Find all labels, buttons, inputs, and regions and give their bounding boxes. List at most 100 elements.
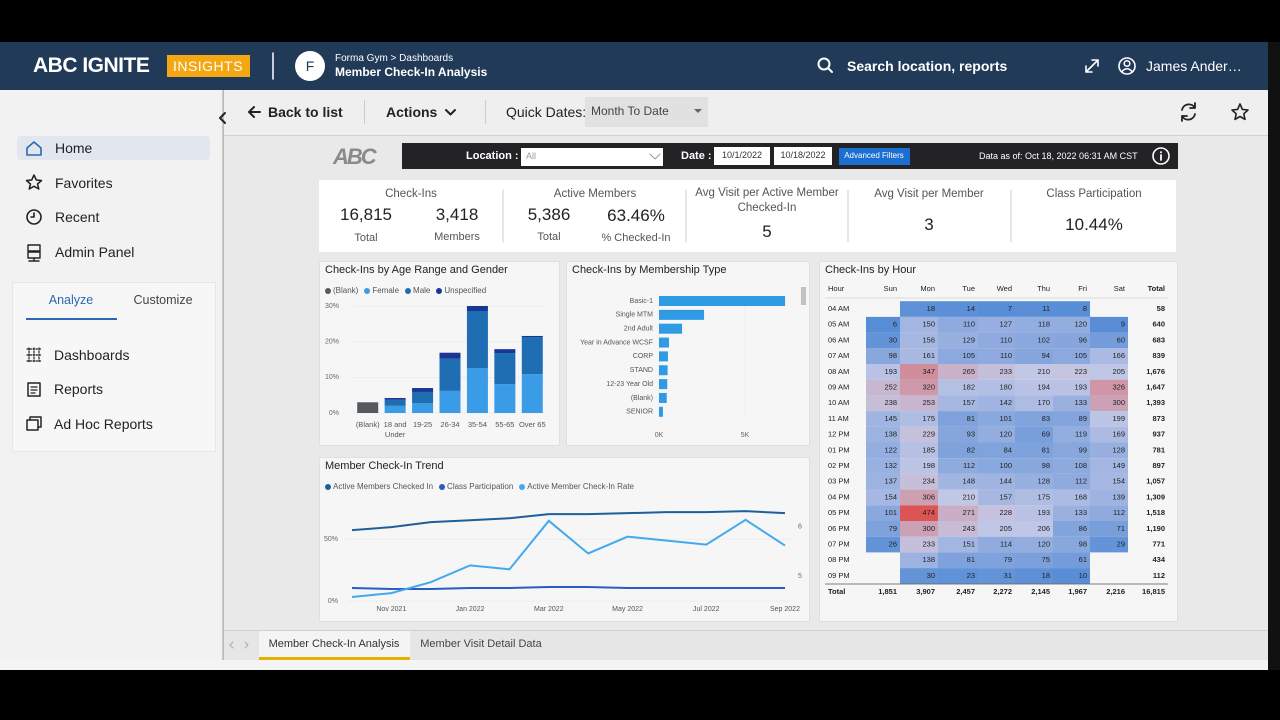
heat-cell <box>1015 489 1053 506</box>
panel <box>319 457 810 622</box>
heat-cell <box>1015 442 1053 459</box>
nav-item[interactable]: Favorites <box>55 174 113 191</box>
legend-item[interactable]: Unspecified <box>436 285 486 297</box>
sidebar-tab[interactable]: Analyze <box>48 292 94 307</box>
table-cell: 98 <box>1042 461 1050 470</box>
bar-segment <box>412 391 434 404</box>
report-logo: ABC <box>333 143 377 169</box>
heat-cell <box>900 364 938 380</box>
y-tick-label: Basic-1 <box>630 298 653 305</box>
chart-title: Check-Ins by Age Range and Gender <box>325 263 508 276</box>
active-tab[interactable] <box>259 631 410 660</box>
nav-item[interactable]: Home <box>55 139 93 156</box>
home-highlight[interactable] <box>17 136 210 160</box>
kpi-strip <box>319 180 1176 252</box>
breadcrumb[interactable]: Forma Gym > Dashboards <box>335 52 454 64</box>
table-cell: 238 <box>884 398 897 407</box>
advanced-filters[interactable]: Advanced Filters <box>844 150 904 160</box>
heat-cell <box>1015 521 1053 537</box>
table-cell: 229 <box>922 430 935 439</box>
y-tick-label: Single MTM <box>616 312 654 319</box>
table-cell: 142 <box>999 398 1012 407</box>
table-cell: 101 <box>999 414 1012 423</box>
heat-cell <box>1015 568 1053 584</box>
heat-cell <box>978 521 1015 537</box>
table-cell: 168 <box>1074 492 1087 501</box>
x-tick-label: 35-54 <box>467 420 488 429</box>
heat-cell <box>1090 364 1128 380</box>
kpi-value: 63.46% <box>607 205 665 225</box>
table-cell: 300 <box>922 524 935 533</box>
quick-dates-value[interactable]: Month To Date <box>591 104 669 119</box>
location-value[interactable]: All <box>526 151 537 162</box>
kpi-sublabel: Members <box>434 230 480 243</box>
legend-item[interactable]: Female <box>364 285 399 297</box>
nav-item[interactable]: Dashboards <box>54 346 130 363</box>
row-header: 06 PM <box>828 524 850 533</box>
legend-item[interactable]: Active Members Checked In <box>325 481 433 493</box>
heat-cell <box>1090 426 1128 443</box>
table-cell: 1,393 <box>1146 398 1165 407</box>
legend-item[interactable]: Class Participation <box>439 481 513 493</box>
kpi-value: 10.44% <box>1065 214 1123 234</box>
heat-cell <box>1090 348 1128 364</box>
heat-cell <box>1090 379 1128 396</box>
heat-cell <box>938 568 978 584</box>
advanced-filters-button[interactable] <box>839 148 910 165</box>
heat-cell <box>900 442 938 459</box>
y-tick-label: 2nd Adult <box>624 326 653 333</box>
date-from-box[interactable] <box>714 147 770 165</box>
heat-cell <box>866 364 900 380</box>
heat-cell <box>1015 552 1053 569</box>
date-to-box[interactable] <box>774 147 832 165</box>
bar <box>659 337 669 348</box>
report-tab[interactable]: Member Check-In Analysis <box>268 637 400 650</box>
data-as-of: Data as of: Oct 18, 2022 06:31 AM CST <box>979 151 1138 162</box>
nav-item[interactable]: Reports <box>54 380 104 397</box>
table-cell: 182 <box>962 382 975 391</box>
page-title: Member Check-In Analysis <box>335 65 488 80</box>
legend-swatch <box>405 288 412 294</box>
heat-cell <box>1053 426 1090 443</box>
actions-button[interactable]: Actions <box>386 103 438 120</box>
heat-cell <box>1015 411 1053 427</box>
legend-swatch <box>364 288 371 294</box>
nav-item[interactable]: Ad Hoc Reports <box>54 415 153 432</box>
sidebar-tab[interactable]: Customize <box>133 292 193 307</box>
report-tab[interactable]: Member Visit Detail Data <box>420 637 542 650</box>
legend-item[interactable]: Active Member Check-In Rate <box>519 481 634 493</box>
table-cell: 139 <box>1112 492 1125 501</box>
location-dropdown[interactable] <box>521 148 663 166</box>
heat-cell <box>938 316 978 333</box>
date-to[interactable]: 10/18/2022 <box>780 150 826 161</box>
table-cell: 1,309 <box>1146 492 1165 501</box>
user-name[interactable]: James Ander… <box>1146 57 1242 74</box>
legend-item[interactable]: Male <box>405 285 430 297</box>
avatar-circle[interactable] <box>295 51 325 81</box>
heat-cell <box>1053 316 1090 333</box>
search-box[interactable]: Search location, reports <box>847 57 1008 74</box>
avatar-letter[interactable]: F <box>305 57 315 74</box>
y-tick-label: Year in Advance WCSF <box>580 339 653 346</box>
bar-segment <box>439 358 461 391</box>
table-cell: 228 <box>999 508 1012 517</box>
nav-item[interactable]: Admin Panel <box>55 243 135 260</box>
table-cell: 11 <box>1042 304 1050 313</box>
back-button[interactable]: Back to list <box>268 103 343 120</box>
table-cell: 138 <box>922 555 935 564</box>
nav-item[interactable]: Recent <box>55 208 100 225</box>
bar <box>659 392 667 403</box>
heat-cell <box>866 521 900 537</box>
heat-cell <box>938 521 978 537</box>
date-from[interactable]: 10/1/2022 <box>721 150 763 161</box>
table-cell: 7 <box>1008 304 1012 313</box>
kpi-value: 5,386 <box>527 204 571 224</box>
x-tick-label: Nov 2021 <box>376 606 406 613</box>
table-cell: 61 <box>1079 555 1087 564</box>
table-cell: 81 <box>967 555 975 564</box>
y-tick-label: SENIOR <box>626 409 653 416</box>
legend-item[interactable]: (Blank) <box>325 285 358 297</box>
quick-dates-dropdown[interactable] <box>585 97 708 127</box>
kpi-value: 5 <box>762 221 772 241</box>
table-cell: Fri <box>1078 284 1087 293</box>
